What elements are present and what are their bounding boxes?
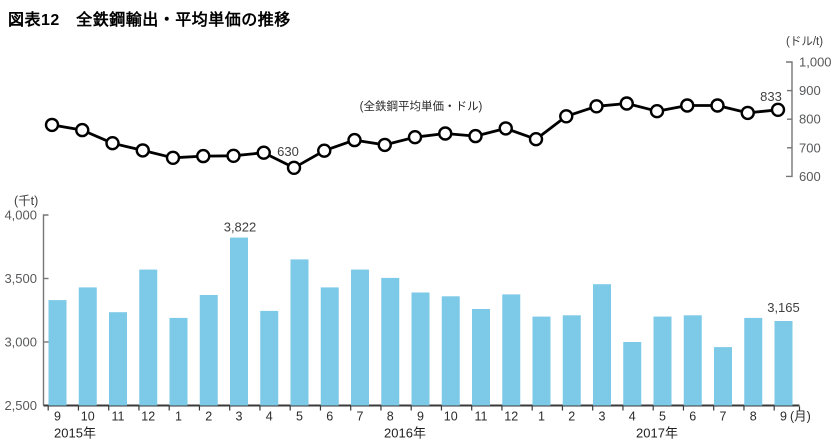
month-unit-label: (月) xyxy=(790,410,811,424)
month-label: 6 xyxy=(689,410,696,424)
year-label: 2017年 xyxy=(636,426,678,441)
bar-2017-01 xyxy=(532,316,551,406)
unit-price-point-2017-07 xyxy=(710,98,725,113)
unit-price-point-2015-12 xyxy=(135,143,150,158)
line-chart-unit-label: (ドル/t) xyxy=(786,36,824,48)
bar-2016-10 xyxy=(441,296,460,406)
bar-2017-05 xyxy=(653,316,672,406)
line-y-tick-label: 1,000 xyxy=(799,55,832,70)
bar-2017-09 xyxy=(774,321,793,406)
unit-price-point-2016-02 xyxy=(196,148,211,164)
bar-2017-07 xyxy=(714,347,732,406)
unit-price-point-2016-09 xyxy=(407,129,423,145)
unit-price-point-2017-09 xyxy=(770,102,786,118)
bar-2017-02 xyxy=(562,315,581,406)
month-label: 8 xyxy=(387,410,394,424)
unit-price-point-2016-05 xyxy=(286,160,302,176)
bar-y-tick-label: 4,000 xyxy=(4,208,37,223)
unit-price-point-2016-06 xyxy=(317,143,332,158)
unit-price-point-2016-08 xyxy=(377,137,392,153)
month-label: 3 xyxy=(599,410,606,424)
month-label: 9 xyxy=(417,410,424,424)
month-label: 10 xyxy=(81,410,95,424)
unit-price-point-2016-11 xyxy=(468,128,483,144)
bar-2015-11 xyxy=(109,312,127,406)
bar-2015-09 xyxy=(48,300,67,406)
unit-price-point-2017-04 xyxy=(619,96,634,111)
month-label: 1 xyxy=(175,410,182,424)
month-label: 7 xyxy=(720,410,727,424)
unit-price-point-2016-01 xyxy=(165,150,181,166)
month-label: 2 xyxy=(205,410,212,424)
bar-2016-06 xyxy=(320,287,339,406)
bar-2017-04 xyxy=(623,342,642,406)
month-label: 9 xyxy=(780,410,787,424)
bar-2017-03 xyxy=(593,284,611,406)
data-label-bar-6: 3,822 xyxy=(224,220,257,235)
data-label-line-8: 630 xyxy=(277,144,299,159)
unit-price-point-2017-05 xyxy=(649,103,665,119)
month-label: 11 xyxy=(475,410,488,424)
unit-price-point-2016-03 xyxy=(226,148,241,164)
month-label: 3 xyxy=(236,410,243,424)
month-label: 8 xyxy=(750,410,757,424)
bar-2016-03 xyxy=(230,237,248,406)
unit-price-point-2016-07 xyxy=(347,132,362,148)
bar-y-tick-label: 3,000 xyxy=(4,335,37,350)
unit-price-point-2017-01 xyxy=(528,131,544,147)
line-y-tick-label: 600 xyxy=(799,169,821,184)
month-label: 12 xyxy=(504,410,518,424)
bar-2016-12 xyxy=(502,294,521,406)
unit-price-point-2016-12 xyxy=(498,121,513,136)
bar-2016-08 xyxy=(381,277,400,406)
bar-2017-06 xyxy=(683,315,702,406)
month-label: 2 xyxy=(568,410,575,424)
bar-2016-07 xyxy=(351,269,369,406)
month-label: 4 xyxy=(629,410,636,424)
bar-y-tick-label: 2,500 xyxy=(4,398,37,413)
bar-2016-02 xyxy=(199,295,218,406)
unit-price-point-2015-09 xyxy=(44,117,60,133)
bar-2016-05 xyxy=(290,259,309,406)
unit-price-point-2016-04 xyxy=(256,145,271,160)
month-label: 5 xyxy=(296,410,303,424)
unit-price-point-2017-03 xyxy=(589,99,604,114)
month-label: 4 xyxy=(266,410,273,424)
bar-2015-10 xyxy=(78,287,97,406)
line-y-tick-label: 900 xyxy=(799,83,821,98)
bar-2016-01 xyxy=(169,317,188,406)
data-label-line-24: 833 xyxy=(760,89,782,104)
month-label: 1 xyxy=(538,410,545,424)
unit-price-point-2017-02 xyxy=(559,109,574,124)
month-label: 7 xyxy=(357,410,364,424)
bar-y-axis xyxy=(42,214,49,406)
month-label: 10 xyxy=(444,410,458,424)
month-label: 11 xyxy=(112,410,125,424)
data-label-bar-24: 3,165 xyxy=(767,300,800,315)
line-y-tick-label: 700 xyxy=(799,140,821,155)
bar-chart-unit-label: (千t) xyxy=(14,194,39,208)
bar-2017-08 xyxy=(744,317,763,406)
unit-price-point-2017-06 xyxy=(680,98,695,113)
unit-price-point-2016-10 xyxy=(438,126,453,141)
month-label: 12 xyxy=(141,410,155,424)
unit-price-point-2017-08 xyxy=(740,105,755,121)
bar-2016-04 xyxy=(260,310,279,406)
bar-2015-12 xyxy=(139,269,158,406)
month-label: 6 xyxy=(326,410,333,424)
bar-2016-11 xyxy=(472,309,490,406)
year-label: 2015年 xyxy=(54,426,96,441)
figure-title: 図表12 全鉄鋼輸出・平均単価の推移 xyxy=(8,12,291,29)
month-label: 5 xyxy=(659,410,666,424)
bar-y-tick-label: 3,500 xyxy=(4,271,37,286)
line-y-tick-label: 800 xyxy=(799,112,821,127)
line-chart-annotation: (全鉄鋼平均単価・ドル) xyxy=(359,101,483,113)
month-label: 9 xyxy=(54,410,61,424)
unit-price-point-2015-10 xyxy=(75,122,90,138)
year-label: 2016年 xyxy=(384,426,426,441)
bar-2016-09 xyxy=(411,292,430,406)
unit-price-point-2015-11 xyxy=(105,135,120,151)
